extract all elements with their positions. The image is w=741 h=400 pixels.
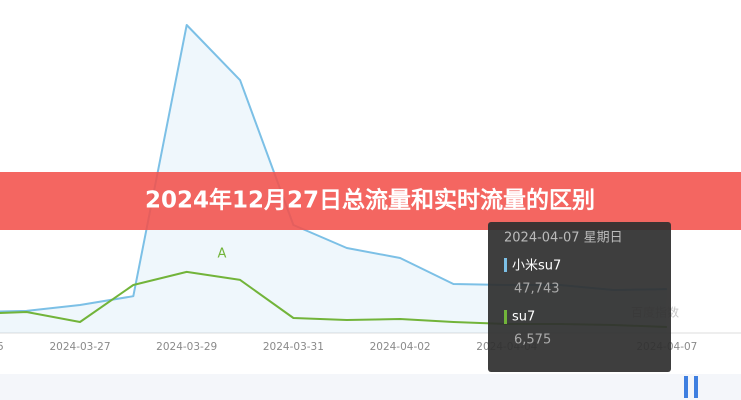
x-tick-label: 2024-03-29 [156,341,217,353]
x-tick-label: 2024-03-25 [0,341,4,353]
tooltip-series: 小米su7 [512,259,561,274]
tooltip-swatch [504,310,507,324]
annotation: A [218,247,227,262]
tooltip-box [488,222,671,372]
tooltip: 2024-04-07 星期日 小米su7 47,743 su7 6,575 [488,222,671,372]
tooltip-title: 2024-04-07 星期日 [504,231,623,246]
tooltip-series: su7 [512,310,535,325]
x-tick-label: 2024-03-31 [263,341,324,353]
scroll-handle[interactable] [684,376,688,398]
x-tick-label: 2024-03-27 [49,341,110,353]
title-banner [0,172,741,230]
tooltip-value: 6,575 [514,333,551,348]
x-tick-label: 2024-04-02 [370,341,431,353]
scrollbar[interactable] [0,374,741,400]
tooltip-swatch [504,258,507,272]
area [0,25,667,333]
chart-title: 2024年12月27日总流量和实时流量的区别 [145,187,595,214]
tooltip-value: 47,743 [514,282,560,297]
scroll-handle[interactable] [694,376,698,398]
